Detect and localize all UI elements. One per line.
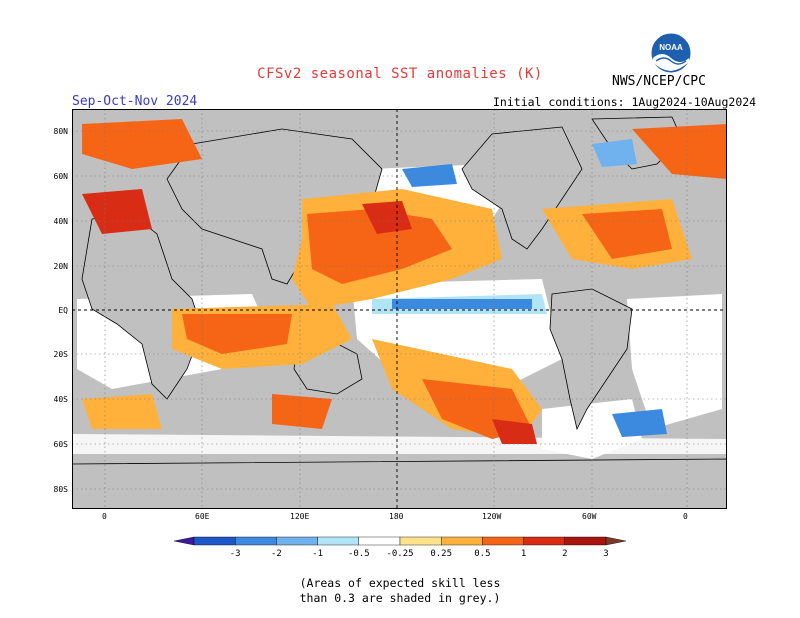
- lat-label: EQ: [58, 306, 68, 315]
- lat-label: 80N: [53, 127, 68, 136]
- colorbar-swatch: [441, 536, 483, 546]
- map-frame: [72, 109, 727, 509]
- colorbar-tick-label: -2: [271, 549, 282, 559]
- lon-label: 60W: [582, 512, 597, 521]
- season-label: Sep-Oct-Nov 2024: [72, 94, 198, 109]
- map-gridlines: [72, 109, 727, 509]
- lon-label: 0: [683, 512, 688, 521]
- chart-title: CFSv2 seasonal SST anomalies (K): [257, 66, 543, 82]
- lat-label: 40N: [53, 217, 68, 226]
- negative-anomaly-regions: [372, 139, 667, 437]
- colorbar-tick-label: -0.5: [348, 549, 370, 559]
- skill-note-line2: than 0.3 are shaded in grey.): [299, 591, 501, 605]
- skill-note: (Areas of expected skill less than 0.3 a…: [0, 576, 800, 606]
- lon-label: 120E: [290, 512, 310, 521]
- colorbar-tick-label: -0.25: [386, 549, 413, 559]
- lat-label: 20S: [53, 350, 68, 359]
- colorbar-swatch: [564, 536, 607, 546]
- colorbar-swatch: [399, 536, 442, 546]
- colorbar: -3 -2 -1 -0.5 -0.25 0.25 0.5 1 2 3: [173, 536, 627, 559]
- colorbar-tick-label: -3: [230, 549, 241, 559]
- colorbar-swatch: [276, 536, 318, 546]
- lon-label: 60E: [195, 512, 210, 521]
- noaa-logo: NOAA: [650, 32, 692, 74]
- colorbar-tick-label: 2: [562, 549, 567, 559]
- lon-label: 120W: [482, 512, 502, 521]
- colorbar-tick-label: 1: [521, 549, 526, 559]
- initial-conditions-label: Initial conditions: 1Aug2024-10Aug2024: [493, 95, 757, 109]
- colorbar-tick-label: 3: [603, 549, 608, 559]
- lat-label: 40S: [53, 395, 68, 404]
- colorbar-swatch: [523, 536, 566, 546]
- colorbar-swatch: [317, 536, 360, 546]
- lon-labels: 0 60E 120E 180 120W 60W 0: [72, 512, 727, 524]
- colorbar-swatch: [193, 536, 236, 546]
- colorbar-extend-low: [173, 536, 195, 546]
- colorbar-tick-label: 0.5: [474, 549, 490, 559]
- skill-note-line1: (Areas of expected skill less: [299, 576, 501, 590]
- colorbar-tick-label: 0.25: [430, 549, 452, 559]
- lon-label: 0: [102, 512, 107, 521]
- sst-anomaly-map: [72, 109, 727, 509]
- colorbar-tick-label: -1: [312, 549, 323, 559]
- logo-text: NOAA: [659, 43, 683, 52]
- land-masses: [72, 116, 727, 509]
- colorbar-extend-high: [605, 536, 627, 546]
- lat-label: 80S: [53, 485, 68, 494]
- lat-label: 20N: [53, 262, 68, 271]
- colorbar-swatch: [235, 536, 277, 546]
- colorbar-swatch: [358, 536, 401, 546]
- agency-label: NWS/NCEP/CPC: [612, 74, 706, 89]
- lon-label: 180: [389, 512, 404, 521]
- colorbar-swatch: [482, 536, 524, 546]
- lat-label: 60N: [53, 172, 68, 181]
- lat-labels: 80N 60N 40N 20N EQ 20S 40S 60S 80S: [50, 109, 70, 509]
- lat-label: 60S: [53, 440, 68, 449]
